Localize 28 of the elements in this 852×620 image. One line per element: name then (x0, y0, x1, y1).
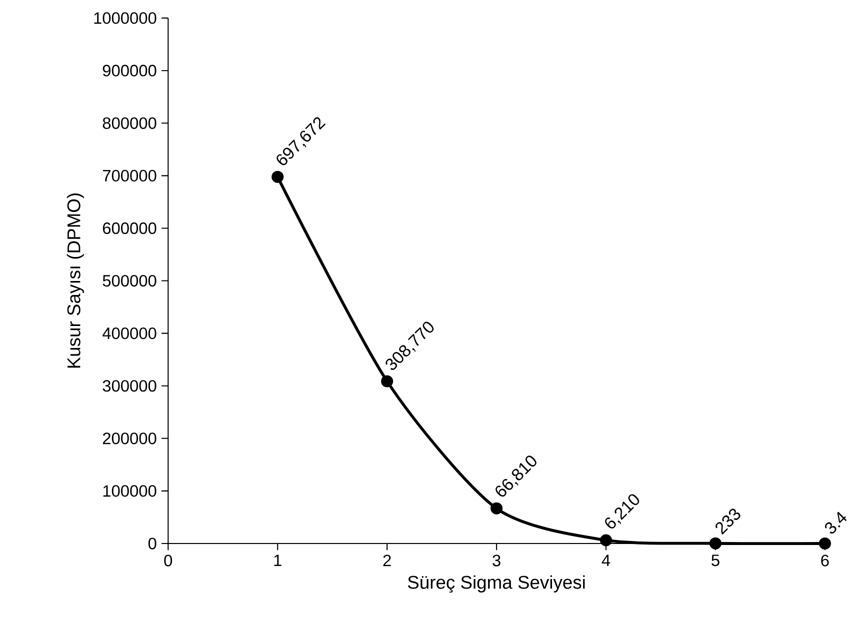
y-tick-label: 100000 (103, 485, 156, 497)
y-tick-label: 600000 (102, 222, 156, 234)
y-tick-label: 0 (148, 538, 156, 550)
point (600, 534, 612, 546)
x-tick-label: 6 (821, 554, 829, 566)
x-tick-label: 3 (492, 554, 500, 566)
x-tick-label: 0 (164, 554, 172, 566)
data-label: 233 (716, 508, 740, 535)
y-tick-label: 1000000 (94, 12, 156, 24)
y-tick-label: 900000 (102, 64, 156, 77)
x-tick-label: 1 (274, 554, 282, 566)
point (272, 171, 284, 184)
y-axis-title: Kusur Sayısı (DPMO) (66, 194, 84, 368)
y-tick-label: 800000 (102, 118, 156, 130)
y-tick-label: 200000 (102, 432, 156, 444)
data-label: 3.4 (824, 512, 847, 534)
point (381, 375, 394, 388)
x-tick-label: 5 (712, 554, 720, 566)
y-tick-label: 300000 (102, 380, 156, 392)
y-tick-label: 700000 (102, 170, 156, 182)
y-tick-label: 500000 (102, 275, 156, 287)
x-axis-title: Süreç Sigma Seviyesi (408, 576, 585, 593)
point (818, 538, 831, 550)
point (490, 502, 503, 515)
point (709, 537, 722, 550)
y-tick-label: 400000 (102, 328, 156, 340)
x-tick-label: 2 (383, 554, 391, 566)
x-tick-label: 4 (602, 554, 610, 566)
